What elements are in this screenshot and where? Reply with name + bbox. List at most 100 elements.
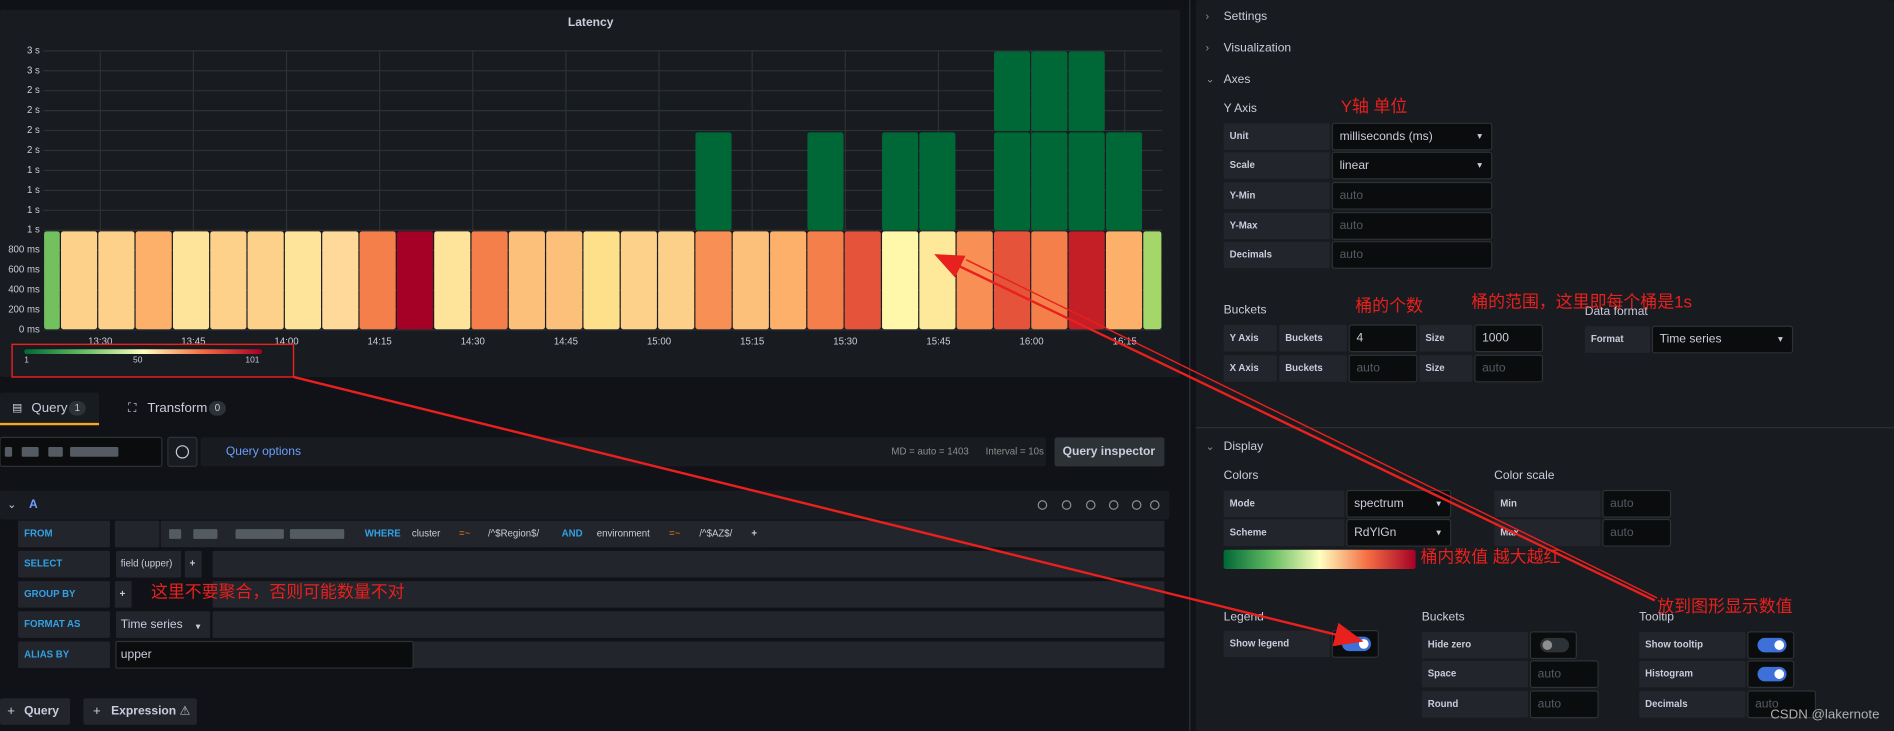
add-button[interactable] [83,698,197,725]
row-action[interactable] [1061,500,1072,510]
query-part[interactable]: + [120,589,126,600]
input-value[interactable]: auto [1610,496,1634,510]
button[interactable] [1054,437,1165,467]
field-label: Hide zero [1428,640,1472,651]
field-label [1494,519,1601,547]
query-part[interactable] [483,520,551,548]
input-value[interactable]: auto [1340,218,1364,232]
tab-label[interactable]: Transform [147,400,207,415]
row-action[interactable] [1149,500,1160,510]
heatmap-cell [434,231,471,330]
input[interactable] [1602,489,1672,518]
input-value[interactable]: auto [1755,697,1779,711]
input[interactable] [1474,324,1544,353]
input-value[interactable]: auto [1538,697,1562,711]
input[interactable] [1331,122,1493,151]
input-value[interactable]: RdYlGn [1354,525,1396,539]
section-title[interactable]: Settings [1224,9,1268,23]
query-part[interactable]: + [751,529,757,540]
help-button[interactable] [167,436,198,467]
x-tick-label: 14:15 [368,336,392,347]
input[interactable] [1651,325,1794,354]
toggle-knob[interactable] [1358,639,1369,649]
toggle-knob[interactable] [1542,640,1553,650]
input-value[interactable]: auto [1482,361,1506,375]
input-value[interactable]: auto [1340,247,1364,261]
caret: ▾ [1436,527,1441,538]
input-value[interactable]: auto [1356,361,1380,375]
input[interactable] [1529,660,1599,689]
query-part[interactable] [591,520,662,548]
x-tick-label: 15:15 [740,336,764,347]
query-part[interactable]: field (upper) [121,559,173,570]
row-action[interactable] [1131,500,1142,510]
button-label[interactable]: Query inspector [1063,444,1156,458]
blurred [235,529,284,539]
input-value[interactable]: auto [1610,525,1634,539]
input[interactable] [1331,212,1493,240]
toggle-knob[interactable] [1774,640,1785,650]
field-label [1223,355,1277,382]
query-part[interactable] [115,611,211,638]
input[interactable] [1348,354,1418,383]
input[interactable] [1346,489,1452,518]
input-value[interactable]: auto [1340,188,1364,202]
query-options[interactable]: Query options [226,444,301,458]
section-title[interactable]: Axes [1224,72,1251,86]
input-value[interactable]: auto [1538,666,1562,680]
query-part[interactable]: upper [121,647,152,661]
input[interactable] [1346,518,1452,547]
query-part[interactable]: environment [597,529,650,540]
query-part[interactable]: /^$Region$/ [488,529,540,540]
toggle-knob[interactable] [1774,669,1785,679]
query-part[interactable]: =~ [459,529,471,540]
query-part[interactable] [454,520,479,548]
query-part[interactable] [114,581,132,608]
input[interactable] [1529,690,1599,719]
query-part[interactable] [184,550,202,578]
input[interactable] [1331,181,1493,210]
input-value[interactable]: milliseconds (ms) [1340,129,1433,143]
input[interactable] [1331,241,1493,269]
x-tick-label: 15:45 [926,336,950,347]
add-expression[interactable]: Expression ⚠ [111,704,190,718]
query-part[interactable]: WHERE [365,529,402,540]
field-label [1223,325,1277,352]
input-value[interactable]: 4 [1356,331,1363,345]
row-action[interactable] [1037,500,1048,510]
query-part[interactable] [115,550,182,578]
row-action[interactable] [1085,500,1096,510]
input[interactable] [1602,518,1672,547]
query-part[interactable] [115,640,414,669]
query-part[interactable]: AND [562,529,583,540]
input-value[interactable]: Time series [1660,332,1722,346]
query-part[interactable]: + [190,559,196,570]
input-value[interactable]: spectrum [1354,496,1404,510]
section-title[interactable]: Visualization [1224,41,1292,55]
query-options[interactable] [200,437,1047,467]
query-part[interactable]: Time series [121,617,183,631]
input[interactable] [1474,354,1544,383]
query-part[interactable] [694,520,743,548]
query-part[interactable]: /^$AZ$/ [699,529,732,540]
add-button[interactable] [0,698,71,725]
query-part[interactable]: cluster [412,529,441,540]
input-value[interactable]: 1000 [1482,331,1509,345]
field-label: Show legend [1230,638,1290,649]
query-part[interactable] [746,520,764,548]
query-part[interactable] [556,520,589,548]
input[interactable] [1747,690,1817,719]
input[interactable] [1331,151,1493,180]
input-value[interactable]: linear [1340,158,1370,172]
tab-label[interactable]: Query [31,400,67,415]
query-part[interactable] [664,520,689,548]
query-part[interactable]: =~ [669,529,681,540]
row-action[interactable] [1108,500,1119,510]
tab[interactable] [0,392,100,426]
section-title[interactable]: Display [1224,439,1264,453]
heatmap-cell [247,231,284,330]
add-query[interactable]: Query [24,704,59,718]
query-part[interactable] [407,520,449,548]
input[interactable] [1348,324,1418,353]
